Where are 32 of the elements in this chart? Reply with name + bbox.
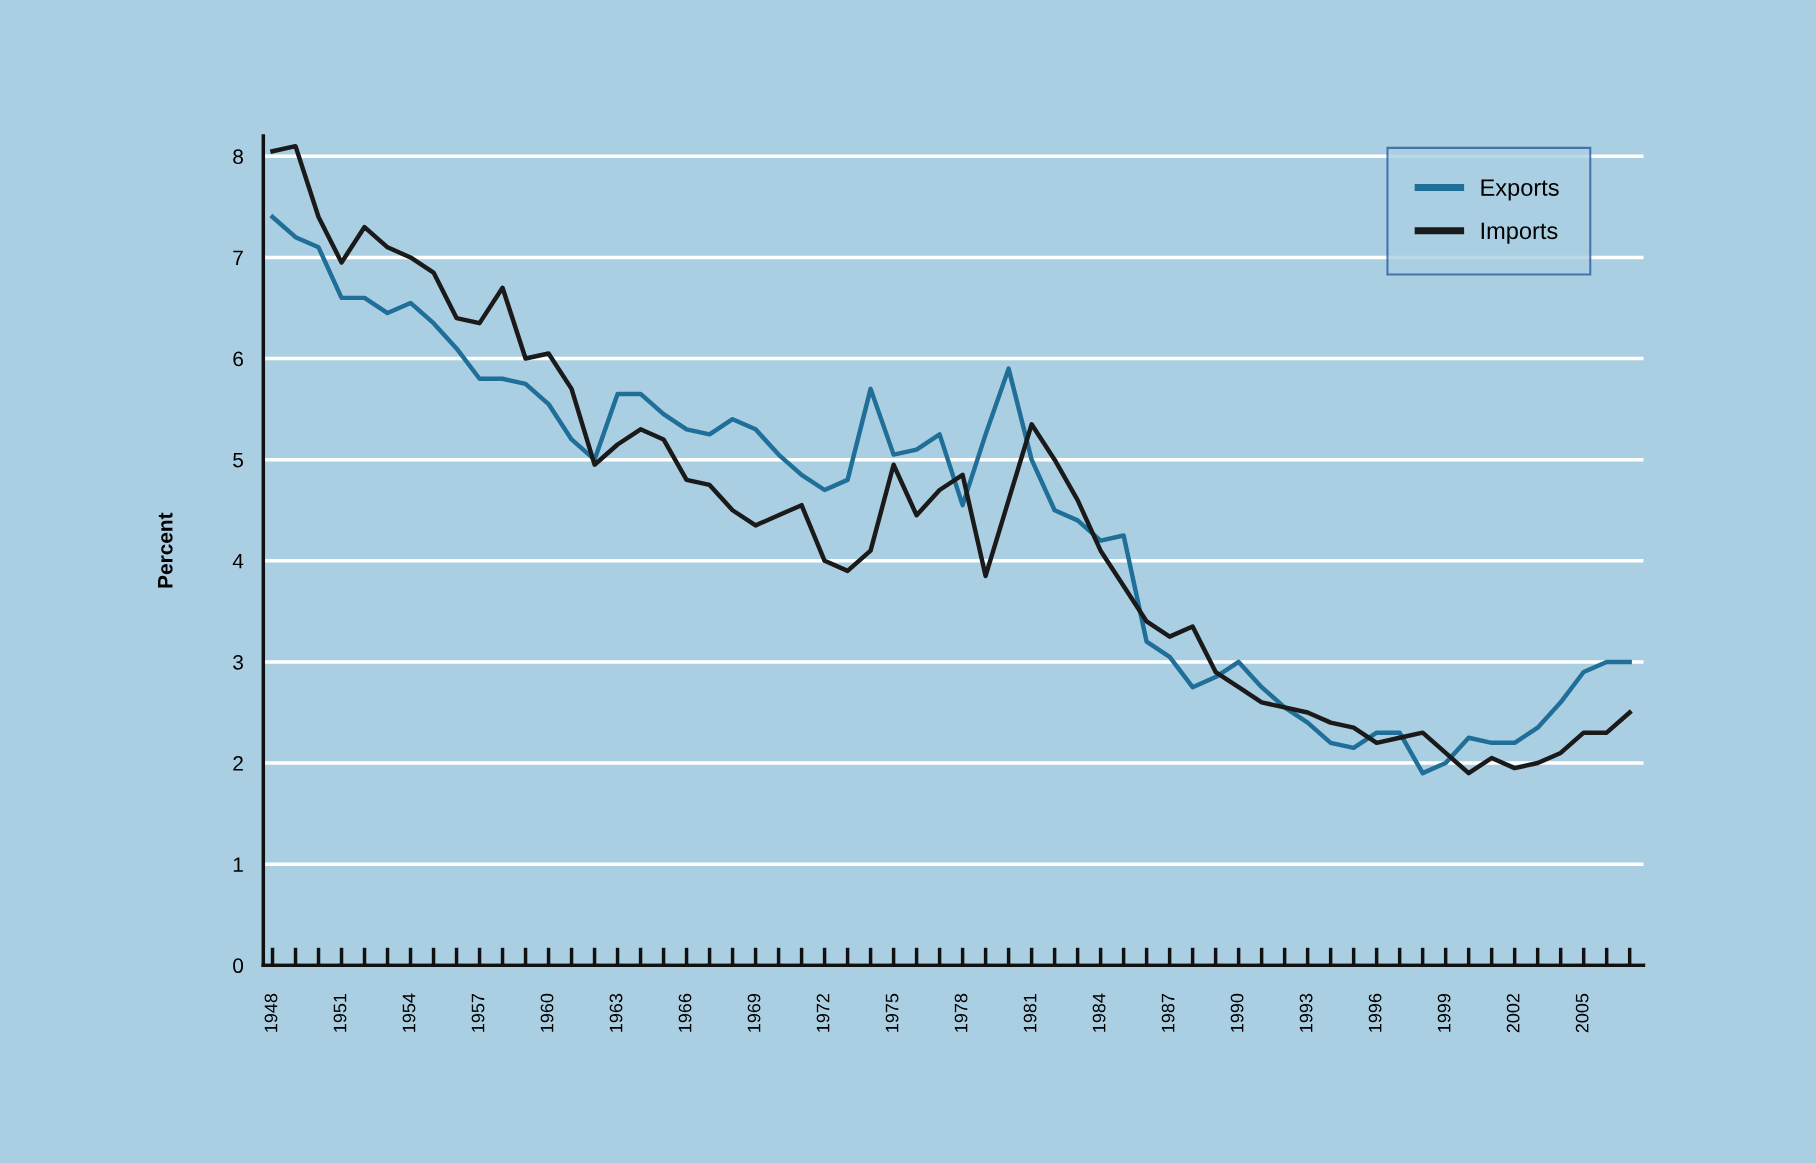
y-tick-label: 4 <box>232 554 244 569</box>
x-tick-label: 1996 <box>1368 993 1382 1032</box>
x-tick-label: 1972 <box>816 993 830 1032</box>
x-tick-label: 1969 <box>747 993 761 1032</box>
x-tick-label: 1957 <box>471 993 485 1032</box>
x-tick-label: 2005 <box>1575 993 1589 1033</box>
x-tick-label: 1981 <box>1023 993 1037 1032</box>
x-tick-label: 1999 <box>1437 993 1451 1032</box>
x-tick-label: 1948 <box>264 993 278 1032</box>
x-tick-label: 1987 <box>1161 993 1175 1032</box>
legend-label: Exports <box>1481 179 1559 201</box>
x-tick-label: 2002 <box>1506 993 1520 1033</box>
x-tick-label: 1984 <box>1092 993 1106 1032</box>
x-tick-label: 1993 <box>1299 993 1313 1032</box>
x-tick-label: 1975 <box>885 993 899 1032</box>
x-tick-label: 1966 <box>678 993 692 1032</box>
y-tick-label: 5 <box>233 452 243 468</box>
y-tick-label: 2 <box>233 756 243 771</box>
x-tick-label: 1954 <box>402 993 416 1032</box>
y-tick-label: 3 <box>233 654 243 670</box>
x-tick-label: 1978 <box>954 993 968 1032</box>
y-tick-label: 8 <box>233 149 243 165</box>
x-tick-label: 1951 <box>333 993 347 1032</box>
y-axis-title: Percent <box>158 512 173 588</box>
x-tick-label: 1960 <box>540 993 554 1032</box>
y-tick-label: 0 <box>233 958 244 974</box>
y-tick-label: 7 <box>233 250 243 265</box>
y-tick-label: 1 <box>233 857 243 872</box>
x-tick-label: 1990 <box>1230 993 1244 1032</box>
legend-label: Imports <box>1481 222 1558 244</box>
x-tick-label: 1963 <box>609 993 623 1032</box>
y-tick-label: 6 <box>233 351 243 367</box>
